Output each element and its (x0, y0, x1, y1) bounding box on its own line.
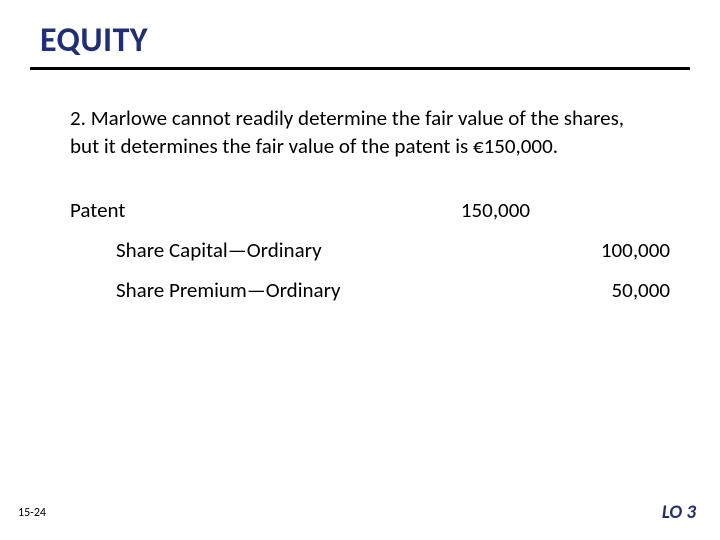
entry-label: Share Premium—Ordinary (70, 277, 420, 303)
entry-label: Patent (70, 197, 420, 223)
slide-title: EQUITY (30, 20, 690, 61)
entry-debit: 150,000 (420, 197, 530, 223)
entry-credit: 50,000 (530, 277, 670, 303)
journal-row: Patent 150,000 (70, 197, 650, 223)
title-underline (30, 67, 690, 70)
slide-container: EQUITY 2. Marlowe cannot readily determi… (0, 0, 720, 540)
journal-row: Share Premium—Ordinary 50,000 (70, 277, 650, 303)
learning-objective: LO 3 (662, 501, 696, 524)
entry-label: Share Capital—Ordinary (70, 237, 420, 263)
slide-number: 15-24 (18, 506, 46, 520)
paragraph-number: 2. (70, 105, 86, 131)
journal-entry-block: Patent 150,000 Share Capital—Ordinary 10… (30, 197, 690, 303)
body-paragraph: 2. Marlowe cannot readily determine the … (30, 104, 690, 161)
journal-row: Share Capital—Ordinary 100,000 (70, 237, 650, 263)
paragraph-text: Marlowe cannot readily determine the fai… (70, 105, 624, 159)
entry-credit: 100,000 (530, 237, 670, 263)
